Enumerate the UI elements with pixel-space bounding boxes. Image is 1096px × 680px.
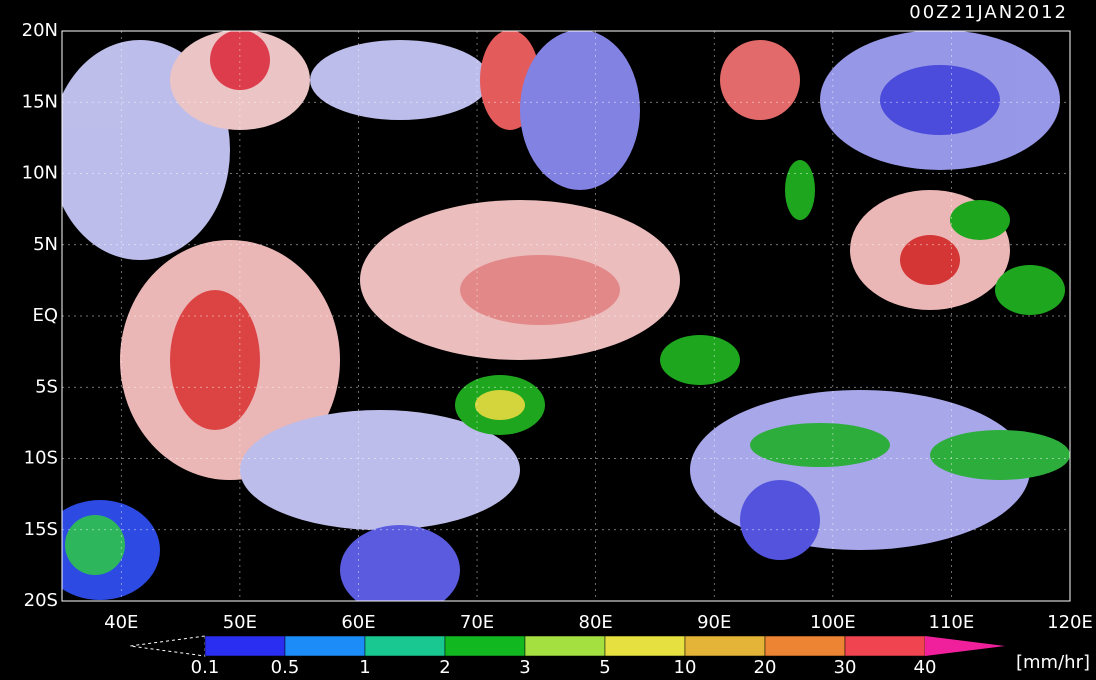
map-field	[62, 31, 1070, 601]
lat-label: 10N	[22, 163, 58, 184]
lon-label: 100E	[810, 612, 856, 633]
lat-label: 20N	[22, 20, 58, 41]
colorbar-swatch	[444, 635, 526, 657]
lon-label: 120E	[1047, 612, 1093, 633]
colorbar-label: 5	[599, 657, 610, 678]
lon-label: 90E	[697, 612, 731, 633]
colorbar-over	[925, 636, 1005, 656]
lon-label: 80E	[579, 612, 613, 633]
lat-label: 20S	[24, 590, 58, 611]
colorbar-label: 30	[834, 657, 857, 678]
colorbar-swatch	[844, 635, 926, 657]
colorbar-swatch	[604, 635, 686, 657]
lat-label: 10S	[24, 448, 58, 469]
lon-label: 70E	[460, 612, 494, 633]
colorbar-swatch	[204, 635, 286, 657]
colorbar-label: 10	[674, 657, 697, 678]
colorbar-label: 1	[359, 657, 370, 678]
colorbar-label: 3	[519, 657, 530, 678]
lat-label: 15N	[22, 91, 58, 112]
colorbar-label: 0.5	[271, 657, 300, 678]
colorbar-swatch	[684, 635, 766, 657]
colorbar-label: 20	[754, 657, 777, 678]
lon-label: 50E	[223, 612, 257, 633]
map-title: 00Z21JAN2012	[909, 2, 1068, 23]
colorbar-swatch	[364, 635, 446, 657]
lon-label: 60E	[341, 612, 375, 633]
colorbar-label: 40	[914, 657, 937, 678]
colorbar-label: 2	[439, 657, 450, 678]
colorbar-swatch	[284, 635, 366, 657]
lat-label: 15S	[24, 519, 58, 540]
colorbar-under	[129, 635, 206, 657]
lon-label: 40E	[104, 612, 138, 633]
colorbar-swatch	[764, 635, 846, 657]
colorbar-label: 0.1	[191, 657, 220, 678]
lat-label: EQ	[32, 305, 58, 326]
colorbar-unit: [mm/hr]	[1016, 652, 1090, 673]
lat-label: 5N	[33, 234, 58, 255]
lat-label: 5S	[35, 376, 58, 397]
lon-label: 110E	[929, 612, 975, 633]
colorbar-swatch	[524, 635, 606, 657]
